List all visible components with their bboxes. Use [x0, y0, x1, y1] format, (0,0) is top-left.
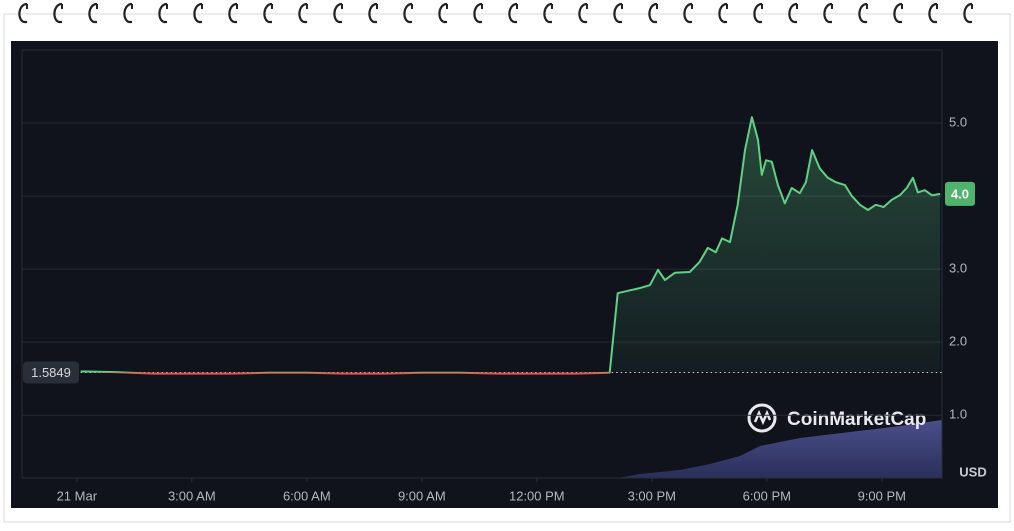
x-tick-label: 6:00 AM [283, 488, 331, 503]
volume-area [618, 420, 942, 478]
price-line [80, 116, 941, 375]
ring [403, 2, 413, 24]
ring [928, 2, 938, 24]
ring [193, 2, 203, 24]
ring [823, 2, 833, 24]
ring [543, 2, 553, 24]
spiral-binding [18, 2, 973, 24]
x-tick-label: 3:00 PM [628, 488, 676, 503]
y-tick-label: 1.0 [949, 407, 967, 422]
ring [683, 2, 693, 24]
x-tick-label: 9:00 AM [398, 488, 446, 503]
y-tick-label: 2.0 [949, 334, 967, 349]
ring [123, 2, 133, 24]
ring [893, 2, 903, 24]
y-tick-label: 3.0 [949, 261, 967, 276]
ring [88, 2, 98, 24]
ring [473, 2, 483, 24]
x-tick-label: 6:00 PM [743, 488, 791, 503]
x-tick-label: 9:00 PM [858, 488, 906, 503]
baseline-label: 1.5849 [31, 365, 71, 380]
x-tick-label: 21 Mar [57, 488, 98, 503]
plot-frame [21, 49, 943, 479]
ring [333, 2, 343, 24]
y-tick-label: 5.0 [949, 114, 967, 129]
last-price-box [945, 181, 975, 206]
ring [438, 2, 448, 24]
ring [858, 2, 868, 24]
ring [263, 2, 273, 24]
ring [648, 2, 658, 24]
x-tick-label: 3:00 AM [168, 488, 216, 503]
watermark-text: CoinMarketCap [787, 409, 926, 430]
ring [298, 2, 308, 24]
y-unit: USD [959, 464, 986, 479]
baseline-label-box [23, 361, 79, 384]
ring [753, 2, 763, 24]
ring [158, 2, 168, 24]
x-tick-label: 12:00 PM [509, 488, 565, 503]
ring [963, 2, 973, 24]
ring [718, 2, 728, 24]
last-price: 4.0 [951, 186, 969, 201]
price-area [80, 117, 941, 373]
ring [613, 2, 623, 24]
watermark: CoinMarketCap [747, 403, 926, 433]
ring [228, 2, 238, 24]
ring [18, 2, 28, 24]
ring [788, 2, 798, 24]
ring [368, 2, 378, 24]
ring [578, 2, 588, 24]
ring [53, 2, 63, 24]
ring [508, 2, 518, 24]
